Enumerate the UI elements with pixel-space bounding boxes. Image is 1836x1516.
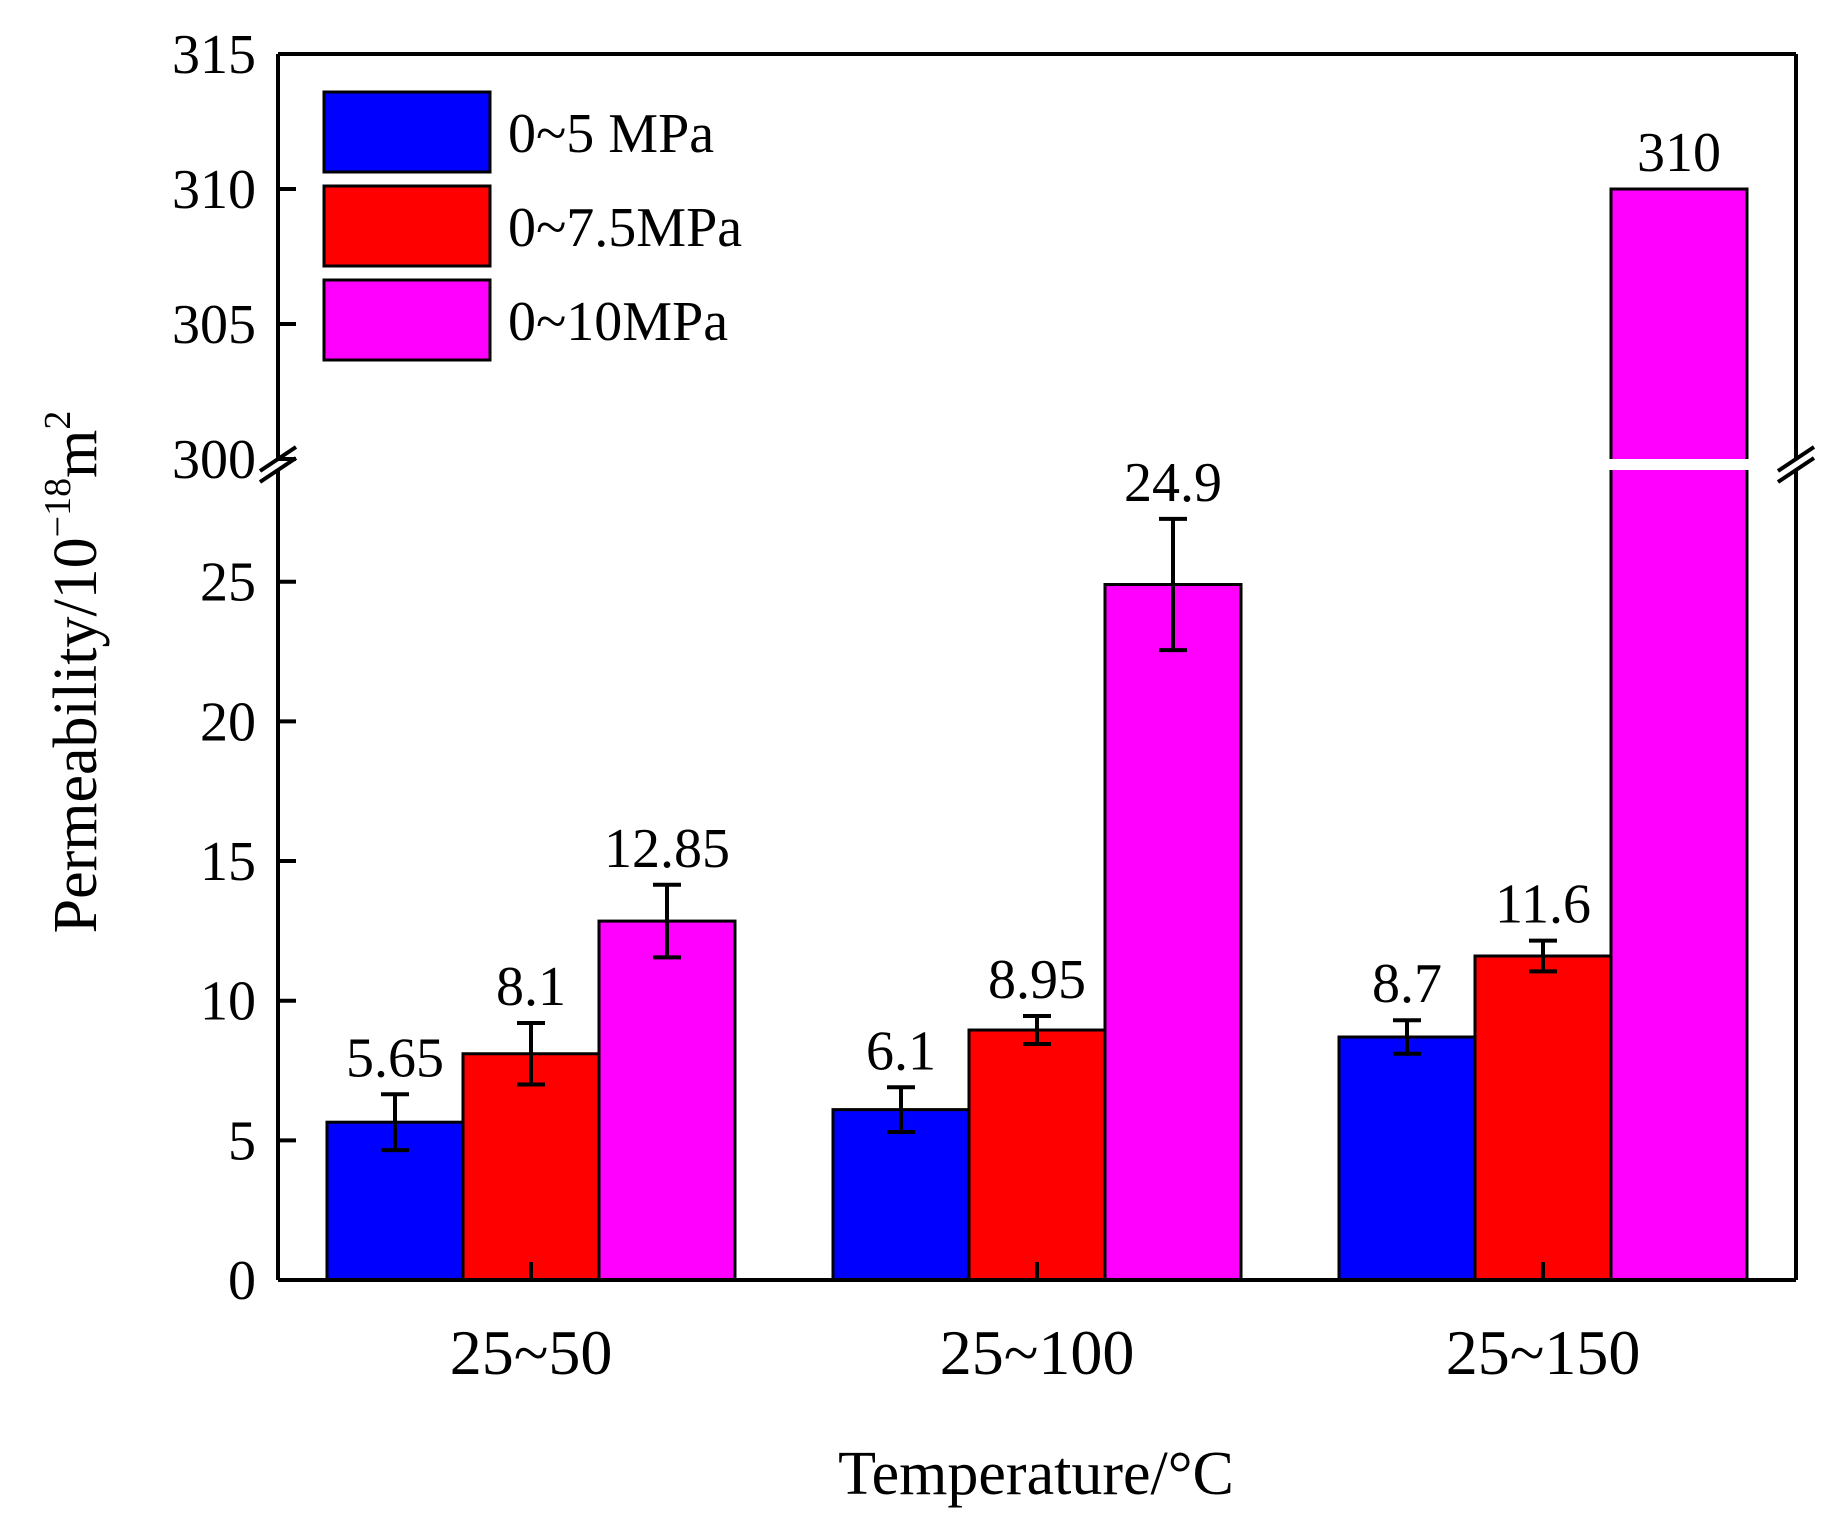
data-label-0-1: 6.1 [866, 1020, 936, 1082]
bars-layer [325, 187, 1749, 1282]
legend: 0~5 MPa 0~7.5MPa 0~10MPa [322, 90, 742, 362]
data-label-1-2: 11.6 [1495, 874, 1591, 936]
y-tick-label-lower-3: 15 [200, 831, 256, 893]
y-tick-label-upper-1: 305 [172, 294, 256, 356]
y-tick-label-upper-2: 310 [172, 159, 256, 221]
y-tick-label-lower-0: 0 [228, 1250, 256, 1312]
data-label-2-2: 310 [1637, 122, 1721, 184]
bar-1-1 [967, 1028, 1107, 1282]
bar-break-gap-2-2 [1609, 459, 1749, 470]
axes-layer: 0 5 10 15 20 25 300 305 310 315 25~50 25~100 25~150 [172, 24, 1816, 1388]
y-tick-label-upper-3: 315 [172, 24, 256, 86]
legend-label-0: 0~5 MPa [508, 103, 714, 165]
legend-swatch-1 [322, 184, 492, 268]
legend-label-2: 0~10MPa [508, 291, 728, 353]
bar-2-1 [1103, 583, 1243, 1282]
bar-0-1 [831, 1108, 971, 1282]
legend-label-1: 0~7.5MPa [508, 197, 742, 259]
x-axis-title: Temperature/°C [838, 1440, 1234, 1508]
data-label-1-0: 8.1 [496, 956, 566, 1018]
y-tick-label-lower-5: 25 [200, 552, 256, 614]
data-label-2-0: 12.85 [604, 818, 730, 880]
legend-swatch-2 [322, 278, 492, 362]
y-axis-title-unit: m [42, 430, 110, 478]
axis-break-mark-top-1 [1776, 445, 1816, 473]
axis-break-mark-bottom-1 [1776, 456, 1816, 484]
y-axis-title: Permeability/10−18m2 [37, 411, 110, 934]
data-labels-layer: 5.65 6.1 8.7 8.1 8.95 11.6 12.85 24.9 310 [346, 122, 1721, 1089]
x-category-label-2: 25~150 [1446, 1317, 1641, 1388]
bar-1-0 [461, 1052, 601, 1282]
y-tick-label-upper-0: 300 [172, 429, 256, 491]
bar-1-2 [1473, 954, 1613, 1282]
data-label-0-2: 8.7 [1372, 953, 1442, 1015]
error-bars-layer [381, 516, 1557, 1153]
x-category-label-0: 25~50 [450, 1317, 613, 1388]
data-label-2-1: 24.9 [1124, 452, 1222, 514]
y-axis-title-main: Permeability/10 [42, 537, 110, 933]
bar-2-0 [597, 919, 737, 1282]
axis-break-mark-bottom-0 [258, 456, 298, 484]
legend-swatch-0 [322, 90, 492, 174]
y-tick-label-lower-1: 5 [228, 1110, 256, 1172]
bar-2-2 [1609, 187, 1749, 1282]
bar-0-2 [1337, 1035, 1477, 1282]
y-axis-title-exponent: −18 [37, 478, 79, 537]
y-tick-label-lower-4: 20 [200, 691, 256, 753]
x-category-label-1: 25~100 [940, 1317, 1135, 1388]
y-axis-title-unit-exponent: 2 [37, 411, 79, 430]
data-label-0-0: 5.65 [346, 1027, 444, 1089]
data-label-1-1: 8.95 [988, 949, 1086, 1011]
y-tick-label-lower-2: 10 [200, 971, 256, 1033]
